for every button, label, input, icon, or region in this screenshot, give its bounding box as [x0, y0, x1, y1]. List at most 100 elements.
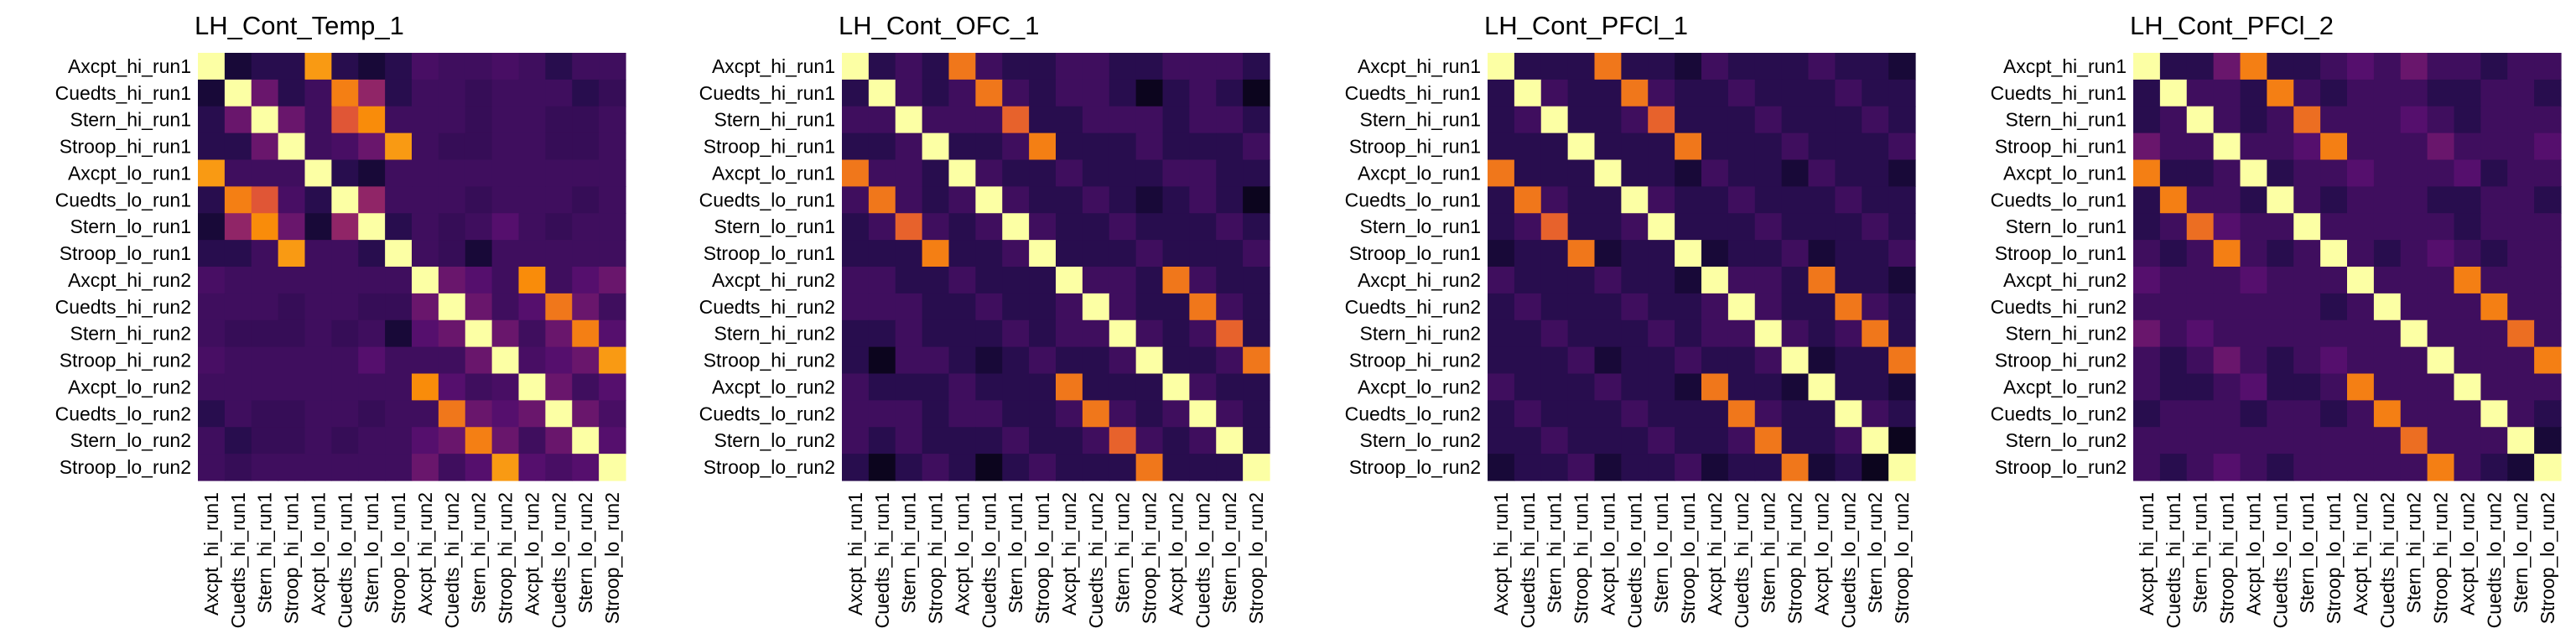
- heatmap-cell: [278, 267, 306, 294]
- y-tick-label: Cuedts_lo_run1: [699, 189, 835, 210]
- y-tick-label: Stern_lo_run2: [70, 429, 192, 451]
- heatmap-cell: [198, 79, 226, 107]
- heatmap-cell: [278, 400, 306, 428]
- heatmap-cell: [1567, 186, 1596, 214]
- heatmap-cell: [1243, 267, 1270, 294]
- heatmap-cell: [1594, 293, 1622, 321]
- heatmap-cell: [2293, 267, 2321, 294]
- heatmap-cell: [868, 186, 896, 214]
- heatmap-cell: [1835, 132, 1862, 161]
- y-tick-label: Stern_lo_run2: [714, 429, 836, 451]
- heatmap-cell: [2347, 293, 2375, 321]
- heatmap-cell: [1701, 106, 1729, 134]
- y-tick-label: Axcpt_lo_run1: [2003, 162, 2127, 184]
- heatmap-cell: [385, 213, 413, 241]
- heatmap-cell: [948, 293, 976, 321]
- y-tick-label: Cuedts_hi_run2: [1991, 296, 2127, 318]
- heatmap-cell: [1029, 293, 1057, 321]
- heatmap-cell: [1162, 293, 1190, 321]
- x-tick-label: Axcpt_lo_run1: [951, 492, 973, 615]
- heatmap-cell: [385, 373, 413, 401]
- heatmap-cell: [2240, 240, 2267, 267]
- heatmap-cell: [2186, 79, 2215, 107]
- x-tick-label: Stern_hi_run1: [1544, 492, 1566, 614]
- heatmap-cell: [2320, 427, 2348, 454]
- heatmap-cell: [2427, 267, 2455, 294]
- heatmap-cell: [1243, 454, 1270, 481]
- heatmap-cell: [1862, 319, 1889, 348]
- heatmap-cell: [2213, 106, 2241, 134]
- x-tick-label: Stern_lo_run1: [1005, 492, 1026, 614]
- heatmap-cell: [2133, 106, 2161, 134]
- heatmap-cell: [1835, 346, 1862, 375]
- x-tick-label: Axcpt_hi_run2: [414, 492, 436, 615]
- heatmap-cell: [1675, 240, 1702, 267]
- heatmap-cell: [2213, 186, 2241, 214]
- heatmap-cell: [1488, 346, 1515, 375]
- heatmap-cell: [1056, 400, 1083, 428]
- x-tick-label: Stern_hi_run2: [1112, 492, 1134, 614]
- heatmap-cell: [2373, 427, 2402, 454]
- heatmap-cell: [1888, 159, 1916, 187]
- heatmap-cell: [2480, 346, 2508, 375]
- heatmap-cell: [2159, 106, 2188, 134]
- heatmap-cell: [198, 159, 226, 187]
- heatmap-cell: [1862, 79, 1889, 107]
- x-tick-label: Stroop_hi_run2: [1784, 492, 1806, 624]
- heatmap-cell: [1781, 213, 1810, 241]
- heatmap-cell: [2507, 293, 2535, 321]
- heatmap-cell: [1621, 293, 1649, 321]
- heatmap-cell: [948, 373, 976, 401]
- heatmap-cell: [2240, 53, 2267, 80]
- heatmap-cell: [1162, 79, 1190, 107]
- x-tick-label: Stroop_lo_run2: [2537, 492, 2558, 624]
- heatmap-cell: [842, 373, 870, 401]
- heatmap-cell: [2293, 346, 2321, 375]
- heatmap-cell: [465, 240, 493, 267]
- x-tick-label: Stern_hi_run1: [254, 492, 276, 614]
- heatmap-cell: [1781, 79, 1810, 107]
- heatmap-cell: [572, 454, 600, 481]
- y-tick-label: Stroop_lo_run1: [1349, 242, 1481, 264]
- heatmap-cell: [224, 427, 252, 454]
- heatmap-cell: [412, 132, 439, 161]
- heatmap-cell: [868, 240, 896, 267]
- heatmap-cell: [922, 346, 950, 375]
- heatmap-cell: [1056, 240, 1083, 267]
- heatmap-cell: [2186, 132, 2215, 161]
- y-tick-label: Cuedts_lo_run2: [699, 402, 835, 424]
- heatmap-cell: [1675, 159, 1702, 187]
- heatmap-cell: [545, 319, 573, 348]
- heatmap-cell: [491, 159, 520, 187]
- heatmap-cell: [1567, 240, 1596, 267]
- heatmap-cell: [1540, 454, 1569, 481]
- x-tick-label: Stroop_lo_run1: [387, 492, 409, 624]
- heatmap-cell: [2534, 319, 2562, 348]
- heatmap-cell: [842, 293, 870, 321]
- heatmap-cell: [224, 267, 252, 294]
- heatmap-cell: [1189, 319, 1217, 348]
- heatmap-cell: [358, 293, 386, 321]
- x-tick-label: Stroop_lo_run1: [1031, 492, 1053, 624]
- heatmap-cell: [198, 132, 226, 161]
- heatmap-cell: [385, 132, 413, 161]
- heatmap-cell: [2427, 106, 2455, 134]
- heatmap-cell: [1701, 346, 1729, 375]
- heatmap-cell: [1567, 454, 1596, 481]
- heatmap-cell: [1567, 319, 1596, 348]
- heatmap-cell: [465, 186, 493, 214]
- heatmap-cell: [975, 454, 1003, 481]
- heatmap-cell: [224, 319, 252, 348]
- heatmap-cell: [1162, 454, 1190, 481]
- heatmap-cell: [1754, 53, 1783, 80]
- heatmap-cell: [331, 159, 359, 187]
- heatmap-cell: [2213, 373, 2241, 401]
- heatmap-cell: [198, 454, 226, 481]
- heatmap-cell: [1162, 427, 1190, 454]
- heatmap-cell: [224, 132, 252, 161]
- heatmap-cell: [1567, 400, 1596, 428]
- heatmap-cell: [922, 79, 950, 107]
- heatmap-cell: [895, 373, 923, 401]
- heatmap-cell: [491, 293, 520, 321]
- heatmap-cell: [1189, 293, 1217, 321]
